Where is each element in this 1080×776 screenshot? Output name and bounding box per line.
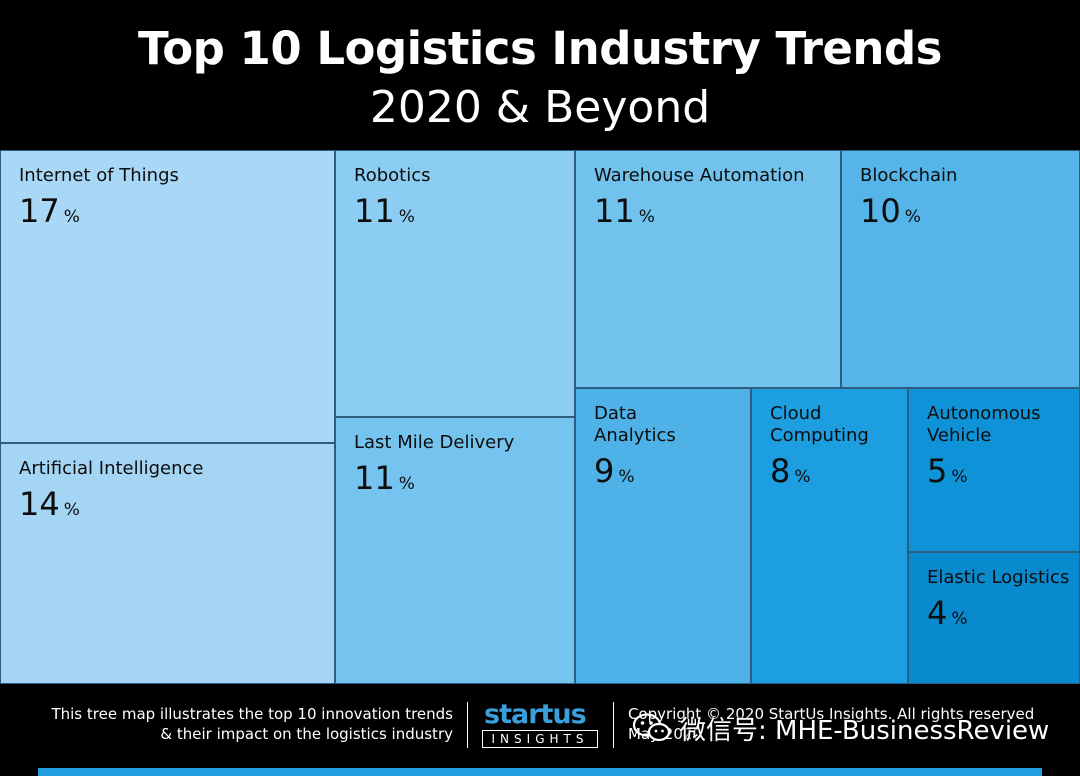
tile-cloud-computing: Cloud Computing 8% <box>751 388 908 684</box>
tile-elastic-logistics: Elastic Logistics 4% <box>908 552 1080 684</box>
tile-value: 11% <box>354 459 415 497</box>
wechat-watermark: 微信号: MHE-BusinessReview <box>632 710 1049 746</box>
tile-value: 10% <box>860 192 921 230</box>
tile-label: Autonomous Vehicle <box>927 403 1041 446</box>
page-subtitle: 2020 & Beyond <box>369 82 711 133</box>
tile-artificial-intelligence: Artificial Intelligence 14% <box>0 443 335 684</box>
wechat-icon <box>632 713 671 742</box>
tile-value: 8% <box>770 452 811 490</box>
logo-wordmark: startus <box>484 699 587 730</box>
tile-value: 4% <box>927 594 968 632</box>
tile-label: Data Analytics <box>594 403 676 446</box>
tile-value: 9% <box>594 452 635 490</box>
tile-label: Elastic Logistics <box>927 567 1070 588</box>
footer-description: This tree map illustrates the top 10 inn… <box>13 704 453 744</box>
tile-value: 17% <box>19 192 80 230</box>
tile-label: Artificial Intelligence <box>19 458 204 479</box>
tile-value: 5% <box>927 452 968 490</box>
tile-label: Warehouse Automation <box>594 165 805 186</box>
bottom-accent-bar <box>38 768 1042 776</box>
divider <box>467 702 468 748</box>
tile-value: 14% <box>19 485 80 523</box>
copyright-line: Copyright © 2020 StartUs Insights. All r… <box>628 705 1035 723</box>
tile-last-mile-delivery: Last Mile Delivery 11% <box>335 417 575 684</box>
logo-tagline: INSIGHTS <box>482 730 598 748</box>
tile-data-analytics: Data Analytics 9% <box>575 388 751 684</box>
description-line: & their impact on the logistics industry <box>160 725 453 743</box>
tile-value: 11% <box>594 192 655 230</box>
tile-label: Internet of Things <box>19 165 179 186</box>
tile-warehouse-automation: Warehouse Automation 11% <box>575 150 841 388</box>
tile-label: Cloud Computing <box>770 403 869 446</box>
page-title: Top 10 Logistics Industry Trends <box>138 22 942 75</box>
tile-internet-of-things: Internet of Things 17% <box>0 150 335 443</box>
tile-blockchain: Blockchain 10% <box>841 150 1080 388</box>
tile-value: 11% <box>354 192 415 230</box>
tile-robotics: Robotics 11% <box>335 150 575 417</box>
tile-label: Robotics <box>354 165 431 186</box>
tile-autonomous-vehicle: Autonomous Vehicle 5% <box>908 388 1080 552</box>
watermark-text: 微信号: MHE-BusinessReview <box>680 715 1050 746</box>
divider <box>613 702 614 748</box>
startus-logo: startus INSIGHTS <box>482 700 600 748</box>
footer: This tree map illustrates the top 10 inn… <box>0 684 1080 776</box>
tile-label: Last Mile Delivery <box>354 432 515 453</box>
treemap: Internet of Things 17% Artificial Intell… <box>0 150 1080 684</box>
tile-label: Blockchain <box>860 165 958 186</box>
description-line: This tree map illustrates the top 10 inn… <box>51 705 453 723</box>
header: Top 10 Logistics Industry Trends 2020 & … <box>0 0 1080 150</box>
